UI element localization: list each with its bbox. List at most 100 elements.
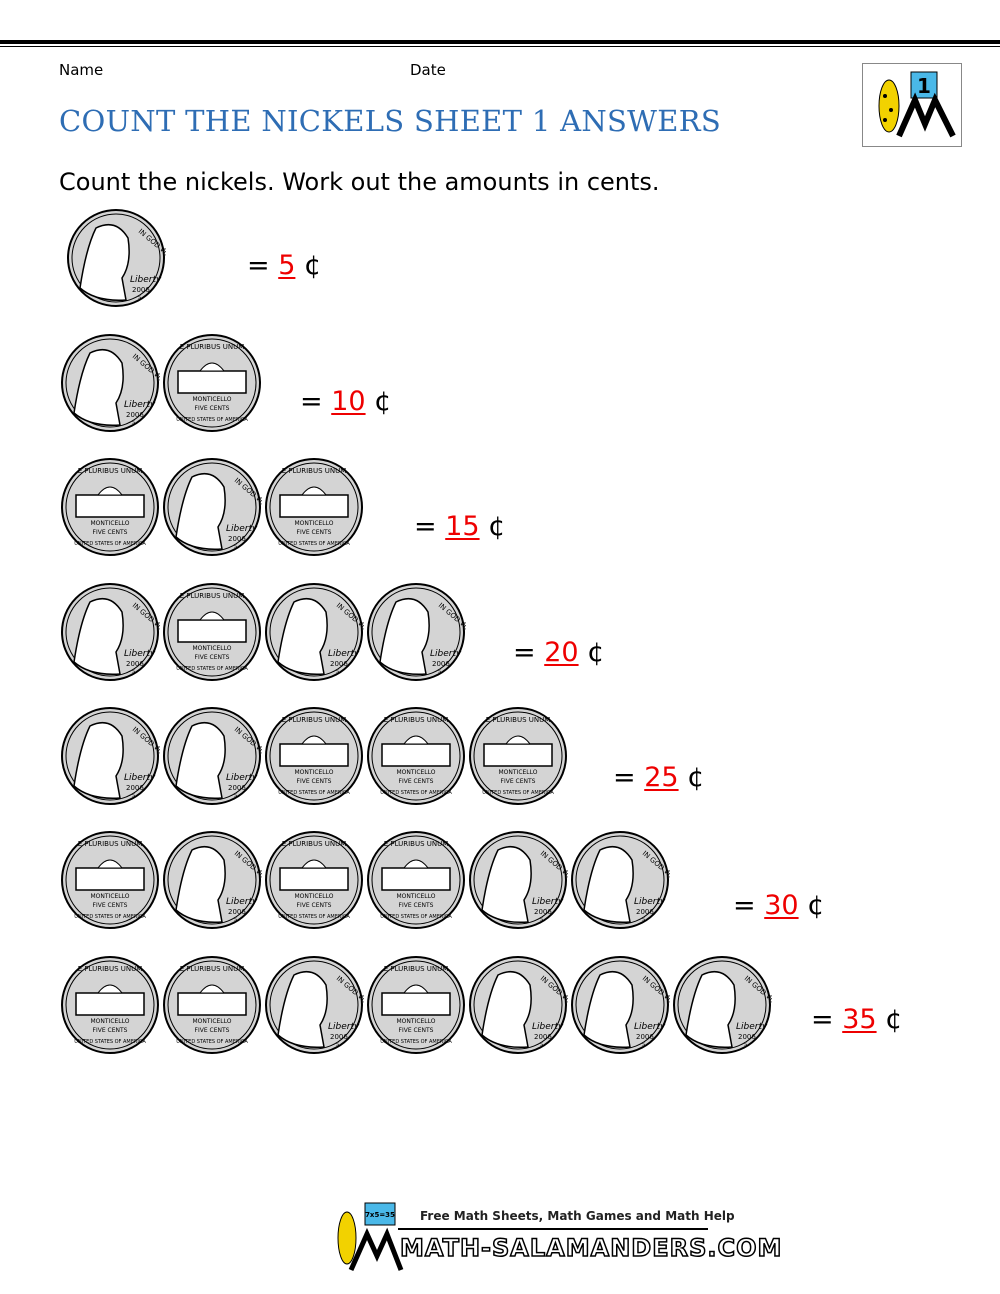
answer-3: = 15 ¢ [414, 511, 505, 542]
coin-mint: S [744, 1042, 747, 1048]
equals-sign: = [414, 511, 437, 542]
coin-motto: E PLURIBUS UNUM [486, 716, 551, 724]
page-title: COUNT THE NICKELS SHEET 1 ANSWERS [59, 104, 722, 138]
footer-site: MATH-SALAMANDERS.COM [399, 1233, 783, 1263]
nickel-tails: E PLURIBUS UNUM MONTICELLO FIVE CENTS UNITE… [162, 333, 262, 433]
coin-building: MONTICELLO [193, 645, 232, 652]
nickel-heads: IN GOD WE TRUSTLiberty2006S [60, 706, 186, 806]
coin-liberty: Liberty [226, 897, 258, 907]
coin-mint: S [642, 1042, 645, 1048]
nickel-heads: IN GOD WE TRUSTLiberty2006S [60, 582, 186, 682]
coin-liberty: Liberty [736, 1022, 768, 1032]
coin-liberty: Liberty [124, 400, 156, 410]
coin-liberty: Liberty [634, 897, 666, 907]
coin-motto: E PLURIBUS UNUM [78, 467, 143, 475]
footer-rule [398, 1228, 708, 1230]
answer-value: 15 [445, 511, 480, 542]
nickel-heads: IN GOD WE TRUSTLiberty2006S [672, 955, 798, 1055]
nickel-heads: IN GOD WE TRUSTLiberty2006S [468, 830, 594, 930]
coin-building: MONTICELLO [397, 1018, 436, 1025]
instructions: Count the nickels. Work out the amounts … [59, 168, 660, 196]
answer-value: 20 [544, 637, 579, 668]
coin-year: 2006 [126, 784, 144, 792]
coin-liberty: Liberty [532, 897, 564, 907]
footer-badge: 7x5=35 [365, 1211, 395, 1219]
coin-liberty: Liberty [130, 275, 162, 285]
cent-sign: ¢ [304, 250, 322, 281]
nickel-heads: IN GOD WE TRUSTLiberty2006S [162, 457, 288, 557]
coin-year: 2006 [330, 660, 348, 668]
nickel-heads: IN GOD WE TRUSTLiberty2006S [264, 582, 390, 682]
cent-sign: ¢ [587, 637, 605, 668]
coin-motto: E PLURIBUS UNUM [180, 343, 245, 351]
coin-mint: S [132, 669, 135, 675]
coin-building: MONTICELLO [91, 520, 130, 527]
nickel-tails: E PLURIBUS UNUM MONTICELLO FIVE CENTS UNITE… [366, 830, 466, 930]
nickel-tails: E PLURIBUS UNUM MONTICELLO FIVE CENTS UNITE… [60, 955, 160, 1055]
answer-4: = 20 ¢ [513, 637, 604, 668]
equals-sign: = [247, 250, 270, 281]
coin-year: 2006 [636, 908, 654, 916]
coin-building: MONTICELLO [295, 769, 334, 776]
answer-value: 30 [764, 890, 799, 921]
coin-building: MONTICELLO [91, 893, 130, 900]
coin-building: MONTICELLO [499, 769, 538, 776]
coin-year: 2006 [534, 908, 552, 916]
coin-value: FIVE CENTS [297, 778, 332, 785]
coin-liberty: Liberty [328, 649, 360, 659]
equals-sign: = [613, 762, 636, 793]
coin-building: MONTICELLO [193, 396, 232, 403]
equals-sign: = [811, 1004, 834, 1035]
cent-sign: ¢ [885, 1004, 903, 1035]
cent-sign: ¢ [687, 762, 705, 793]
nickel-heads: IN GOD WE TRUSTLiberty2006S [264, 955, 390, 1055]
coin-liberty: Liberty [124, 649, 156, 659]
coin-mint: S [138, 295, 141, 301]
date-label: Date [410, 61, 446, 79]
answer-1: = 5 ¢ [247, 250, 321, 281]
coin-liberty: Liberty [634, 1022, 666, 1032]
nickel-heads: IN GOD WE TRUSTLiberty2006S [66, 208, 192, 308]
coin-liberty: Liberty [226, 773, 258, 783]
coin-country: UNITED STATES OF AMERICA [482, 790, 554, 796]
nickel-heads: IN GOD WE TRUSTLiberty2006S [60, 333, 186, 433]
coin-mint: S [132, 793, 135, 799]
coin-liberty: Liberty [430, 649, 462, 659]
coin-value: FIVE CENTS [399, 778, 434, 785]
coin-motto: E PLURIBUS UNUM [282, 716, 347, 724]
answer-value: 25 [644, 762, 679, 793]
coin-mint: S [642, 917, 645, 923]
coin-mint: S [336, 1042, 339, 1048]
coin-mint: S [438, 669, 441, 675]
coin-value: FIVE CENTS [297, 902, 332, 909]
coin-motto: E PLURIBUS UNUM [384, 965, 449, 973]
coin-country: UNITED STATES OF AMERICA [278, 541, 350, 547]
coin-value: FIVE CENTS [93, 1027, 128, 1034]
equals-sign: = [513, 637, 536, 668]
coin-value: FIVE CENTS [399, 902, 434, 909]
coin-year: 2006 [636, 1033, 654, 1041]
nickel-tails: E PLURIBUS UNUM MONTICELLO FIVE CENTS UNITE… [366, 706, 466, 806]
footer-tagline: Free Math Sheets, Math Games and Math He… [420, 1209, 735, 1223]
cent-sign: ¢ [374, 386, 392, 417]
nickel-heads: IN GOD WE TRUSTLiberty2006S [468, 955, 594, 1055]
coin-mint: S [540, 1042, 543, 1048]
cent-sign: ¢ [488, 511, 506, 542]
answer-value: 35 [842, 1004, 877, 1035]
top-rule [0, 40, 1000, 44]
coin-motto: E PLURIBUS UNUM [282, 840, 347, 848]
nickel-tails: E PLURIBUS UNUM MONTICELLO FIVE CENTS UNITE… [162, 582, 262, 682]
coin-motto: E PLURIBUS UNUM [180, 965, 245, 973]
answer-2: = 10 ¢ [300, 386, 391, 417]
nickel-tails: E PLURIBUS UNUM MONTICELLO FIVE CENTS UNITE… [60, 830, 160, 930]
coin-year: 2006 [432, 660, 450, 668]
answer-7: = 35 ¢ [811, 1004, 902, 1035]
coin-value: FIVE CENTS [195, 654, 230, 661]
nickel-heads: IN GOD WE TRUSTLiberty2006S [570, 830, 696, 930]
coin-country: UNITED STATES OF AMERICA [176, 666, 248, 672]
cent-sign: ¢ [807, 890, 825, 921]
coin-building: MONTICELLO [91, 1018, 130, 1025]
coin-value: FIVE CENTS [297, 529, 332, 536]
coin-liberty: Liberty [532, 1022, 564, 1032]
coin-year: 2006 [126, 411, 144, 419]
